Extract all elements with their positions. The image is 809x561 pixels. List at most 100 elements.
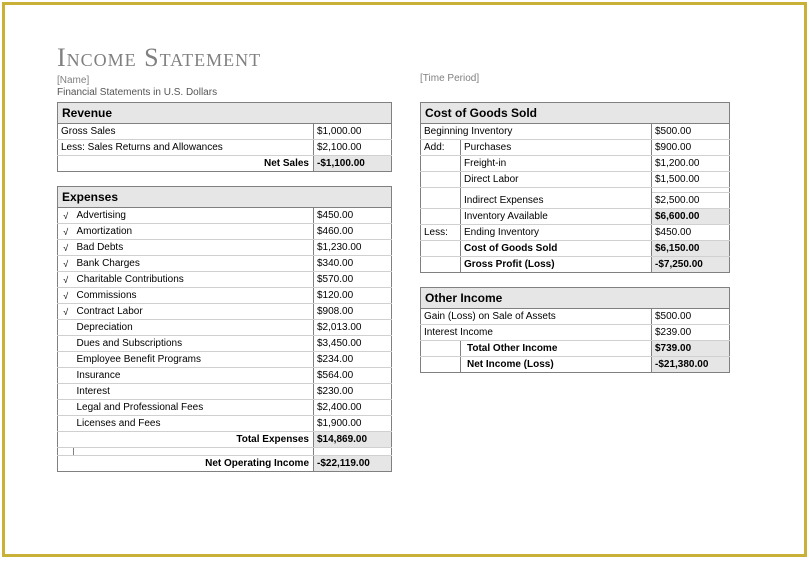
gross-profit-label: Gross Profit (Loss) [461,257,652,273]
cogs-table: Cost of Goods Sold Beginning Inventory $… [420,102,730,273]
expense-row: √Contract Labor$908.00 [58,304,392,320]
page-title: Income Statement [57,43,392,73]
cogs-add-row: Direct Labor$1,500.00 [421,172,730,188]
expense-label: Depreciation [74,320,314,336]
expense-label: Contract Labor [74,304,314,320]
expense-value: $120.00 [314,288,392,304]
check-icon [58,320,74,336]
other-income-value: $239.00 [652,325,730,341]
gross-profit-row: Gross Profit (Loss) -$7,250.00 [421,257,730,273]
check-icon: √ [58,288,74,304]
expense-label: Employee Benefit Programs [74,352,314,368]
expense-row: √Bank Charges$340.00 [58,256,392,272]
time-period: [Time Period] [420,73,730,84]
revenue-label: Less: Sales Returns and Allowances [58,140,314,156]
cogs-item-value: $900.00 [652,140,730,156]
expenses-spacer [58,448,392,456]
expense-label: Licenses and Fees [74,416,314,432]
begin-inventory-value: $500.00 [652,124,730,140]
check-icon [58,352,74,368]
document-frame: Income Statement [Name] Financial Statem… [2,2,807,557]
revenue-row: Less: Sales Returns and Allowances$2,100… [58,140,392,156]
expense-label: Interest [74,384,314,400]
revenue-header: Revenue [58,103,392,124]
add-label [421,156,461,172]
check-icon [58,336,74,352]
ending-inventory-value: $450.00 [652,225,730,241]
net-income-value: -$21,380.00 [652,357,730,373]
other-income-row: Gain (Loss) on Sale of Assets$500.00 [421,309,730,325]
expense-value: $3,450.00 [314,336,392,352]
net-income-label: Net Income (Loss) [461,357,652,373]
check-icon: √ [58,256,74,272]
expense-row: Insurance$564.00 [58,368,392,384]
expense-value: $234.00 [314,352,392,368]
expense-row: Dues and Subscriptions$3,450.00 [58,336,392,352]
expense-row: √Bad Debts$1,230.00 [58,240,392,256]
right-column: Cost of Goods Sold Beginning Inventory $… [420,102,730,486]
cogs-value: $6,150.00 [652,241,730,257]
columns-wrapper: Revenue Gross Sales$1,000.00Less: Sales … [57,102,764,486]
cogs-item-value: $1,200.00 [652,156,730,172]
expense-label: Bad Debts [74,240,314,256]
header-row: Income Statement [Name] Financial Statem… [57,43,764,98]
check-icon: √ [58,272,74,288]
other-income-row: Interest Income$239.00 [421,325,730,341]
less-label: Less: [421,225,461,241]
other-income-table: Other Income Gain (Loss) on Sale of Asse… [420,287,730,373]
gross-profit-value: -$7,250.00 [652,257,730,273]
expense-label: Dues and Subscriptions [74,336,314,352]
total-other-row: Total Other Income $739.00 [421,341,730,357]
expense-row: √Amortization$460.00 [58,224,392,240]
expense-label: Legal and Professional Fees [74,400,314,416]
expense-value: $1,900.00 [314,416,392,432]
expense-label: Insurance [74,368,314,384]
expense-label: Charitable Contributions [74,272,314,288]
revenue-table: Revenue Gross Sales$1,000.00Less: Sales … [57,102,392,172]
total-other-label: Total Other Income [461,341,652,357]
check-icon: √ [58,224,74,240]
other-income-label: Gain (Loss) on Sale of Assets [421,309,652,325]
inventory-available-label: Inventory Available [461,209,652,225]
total-expenses-label: Total Expenses [74,432,314,448]
expense-label: Bank Charges [74,256,314,272]
expense-row: Interest$230.00 [58,384,392,400]
expense-label: Amortization [74,224,314,240]
expense-row: Employee Benefit Programs$234.00 [58,352,392,368]
expense-row: √Commissions$120.00 [58,288,392,304]
expense-value: $564.00 [314,368,392,384]
header-right: [Time Period] [420,43,730,98]
expense-label: Commissions [74,288,314,304]
revenue-label: Gross Sales [58,124,314,140]
expense-row: Legal and Professional Fees$2,400.00 [58,400,392,416]
ending-inventory-label: Ending Inventory [461,225,652,241]
expenses-table: Expenses √Advertising$450.00√Amortizatio… [57,186,392,472]
net-sales-row: Net Sales -$1,100.00 [58,156,392,172]
cogs-item-label: Purchases [461,140,652,156]
begin-inventory-label: Beginning Inventory [421,124,652,140]
net-operating-row: Net Operating Income -$22,119.00 [58,456,392,472]
other-income-value: $500.00 [652,309,730,325]
expense-value: $450.00 [314,208,392,224]
header-left: Income Statement [Name] Financial Statem… [57,43,392,98]
check-icon [58,384,74,400]
expenses-header: Expenses [58,187,392,208]
revenue-row: Gross Sales$1,000.00 [58,124,392,140]
expense-value: $908.00 [314,304,392,320]
expense-label: Advertising [74,208,314,224]
indirect-expenses-value: $2,500.00 [652,193,730,209]
expense-value: $2,013.00 [314,320,392,336]
check-icon [58,368,74,384]
cogs-item-label: Direct Labor [461,172,652,188]
expense-value: $340.00 [314,256,392,272]
expense-value: $460.00 [314,224,392,240]
cogs-item-label: Freight-in [461,156,652,172]
expense-value: $570.00 [314,272,392,288]
check-icon [58,416,74,432]
expense-value: $2,400.00 [314,400,392,416]
net-income-row: Net Income (Loss) -$21,380.00 [421,357,730,373]
revenue-value: $2,100.00 [314,140,392,156]
cogs-label: Cost of Goods Sold [461,241,652,257]
expense-row: √Charitable Contributions$570.00 [58,272,392,288]
net-operating-label: Net Operating Income [74,456,314,472]
